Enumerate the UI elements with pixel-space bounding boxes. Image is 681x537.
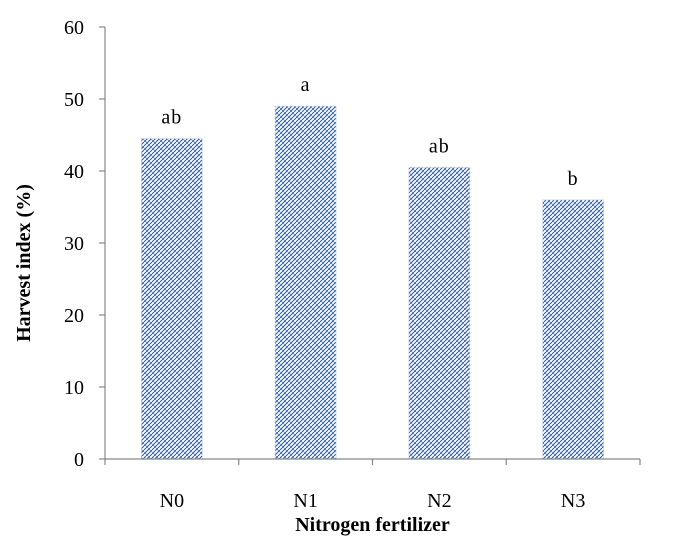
x-axis-title: Nitrogen fertilizer: [295, 514, 450, 536]
bar-n0: [141, 138, 203, 460]
y-tick-label: 0: [74, 449, 84, 471]
y-tick-label: 40: [64, 161, 84, 183]
x-tick-label-n0: N0: [160, 490, 184, 512]
x-tick-label-n3: N3: [561, 490, 585, 512]
x-tick-label-n1: N1: [293, 490, 317, 512]
y-tick-label: 30: [64, 233, 84, 255]
y-axis-title: Harvest index (%): [13, 184, 35, 342]
bar-n2: [408, 167, 471, 460]
y-tick-label: 50: [64, 89, 84, 111]
y-tick-label: 60: [64, 17, 84, 39]
y-ticks-group: 0 10 20 30 40 50 60: [64, 17, 105, 471]
significance-label-n0: ab: [161, 107, 182, 129]
bars-group: [141, 105, 604, 460]
x-tick-label-n2: N2: [427, 490, 451, 512]
significance-label-n1: a: [301, 74, 311, 96]
significance-label-n3: b: [568, 168, 579, 190]
y-tick-label: 10: [64, 377, 84, 399]
significance-label-n2: ab: [429, 135, 450, 157]
bar-n1: [274, 105, 337, 460]
x-ticks-group: N0 N1 N2 N3: [104, 459, 641, 512]
significance-labels-group: ab a ab b: [161, 74, 579, 190]
y-tick-label: 20: [64, 305, 84, 327]
bar-n3: [542, 199, 604, 460]
